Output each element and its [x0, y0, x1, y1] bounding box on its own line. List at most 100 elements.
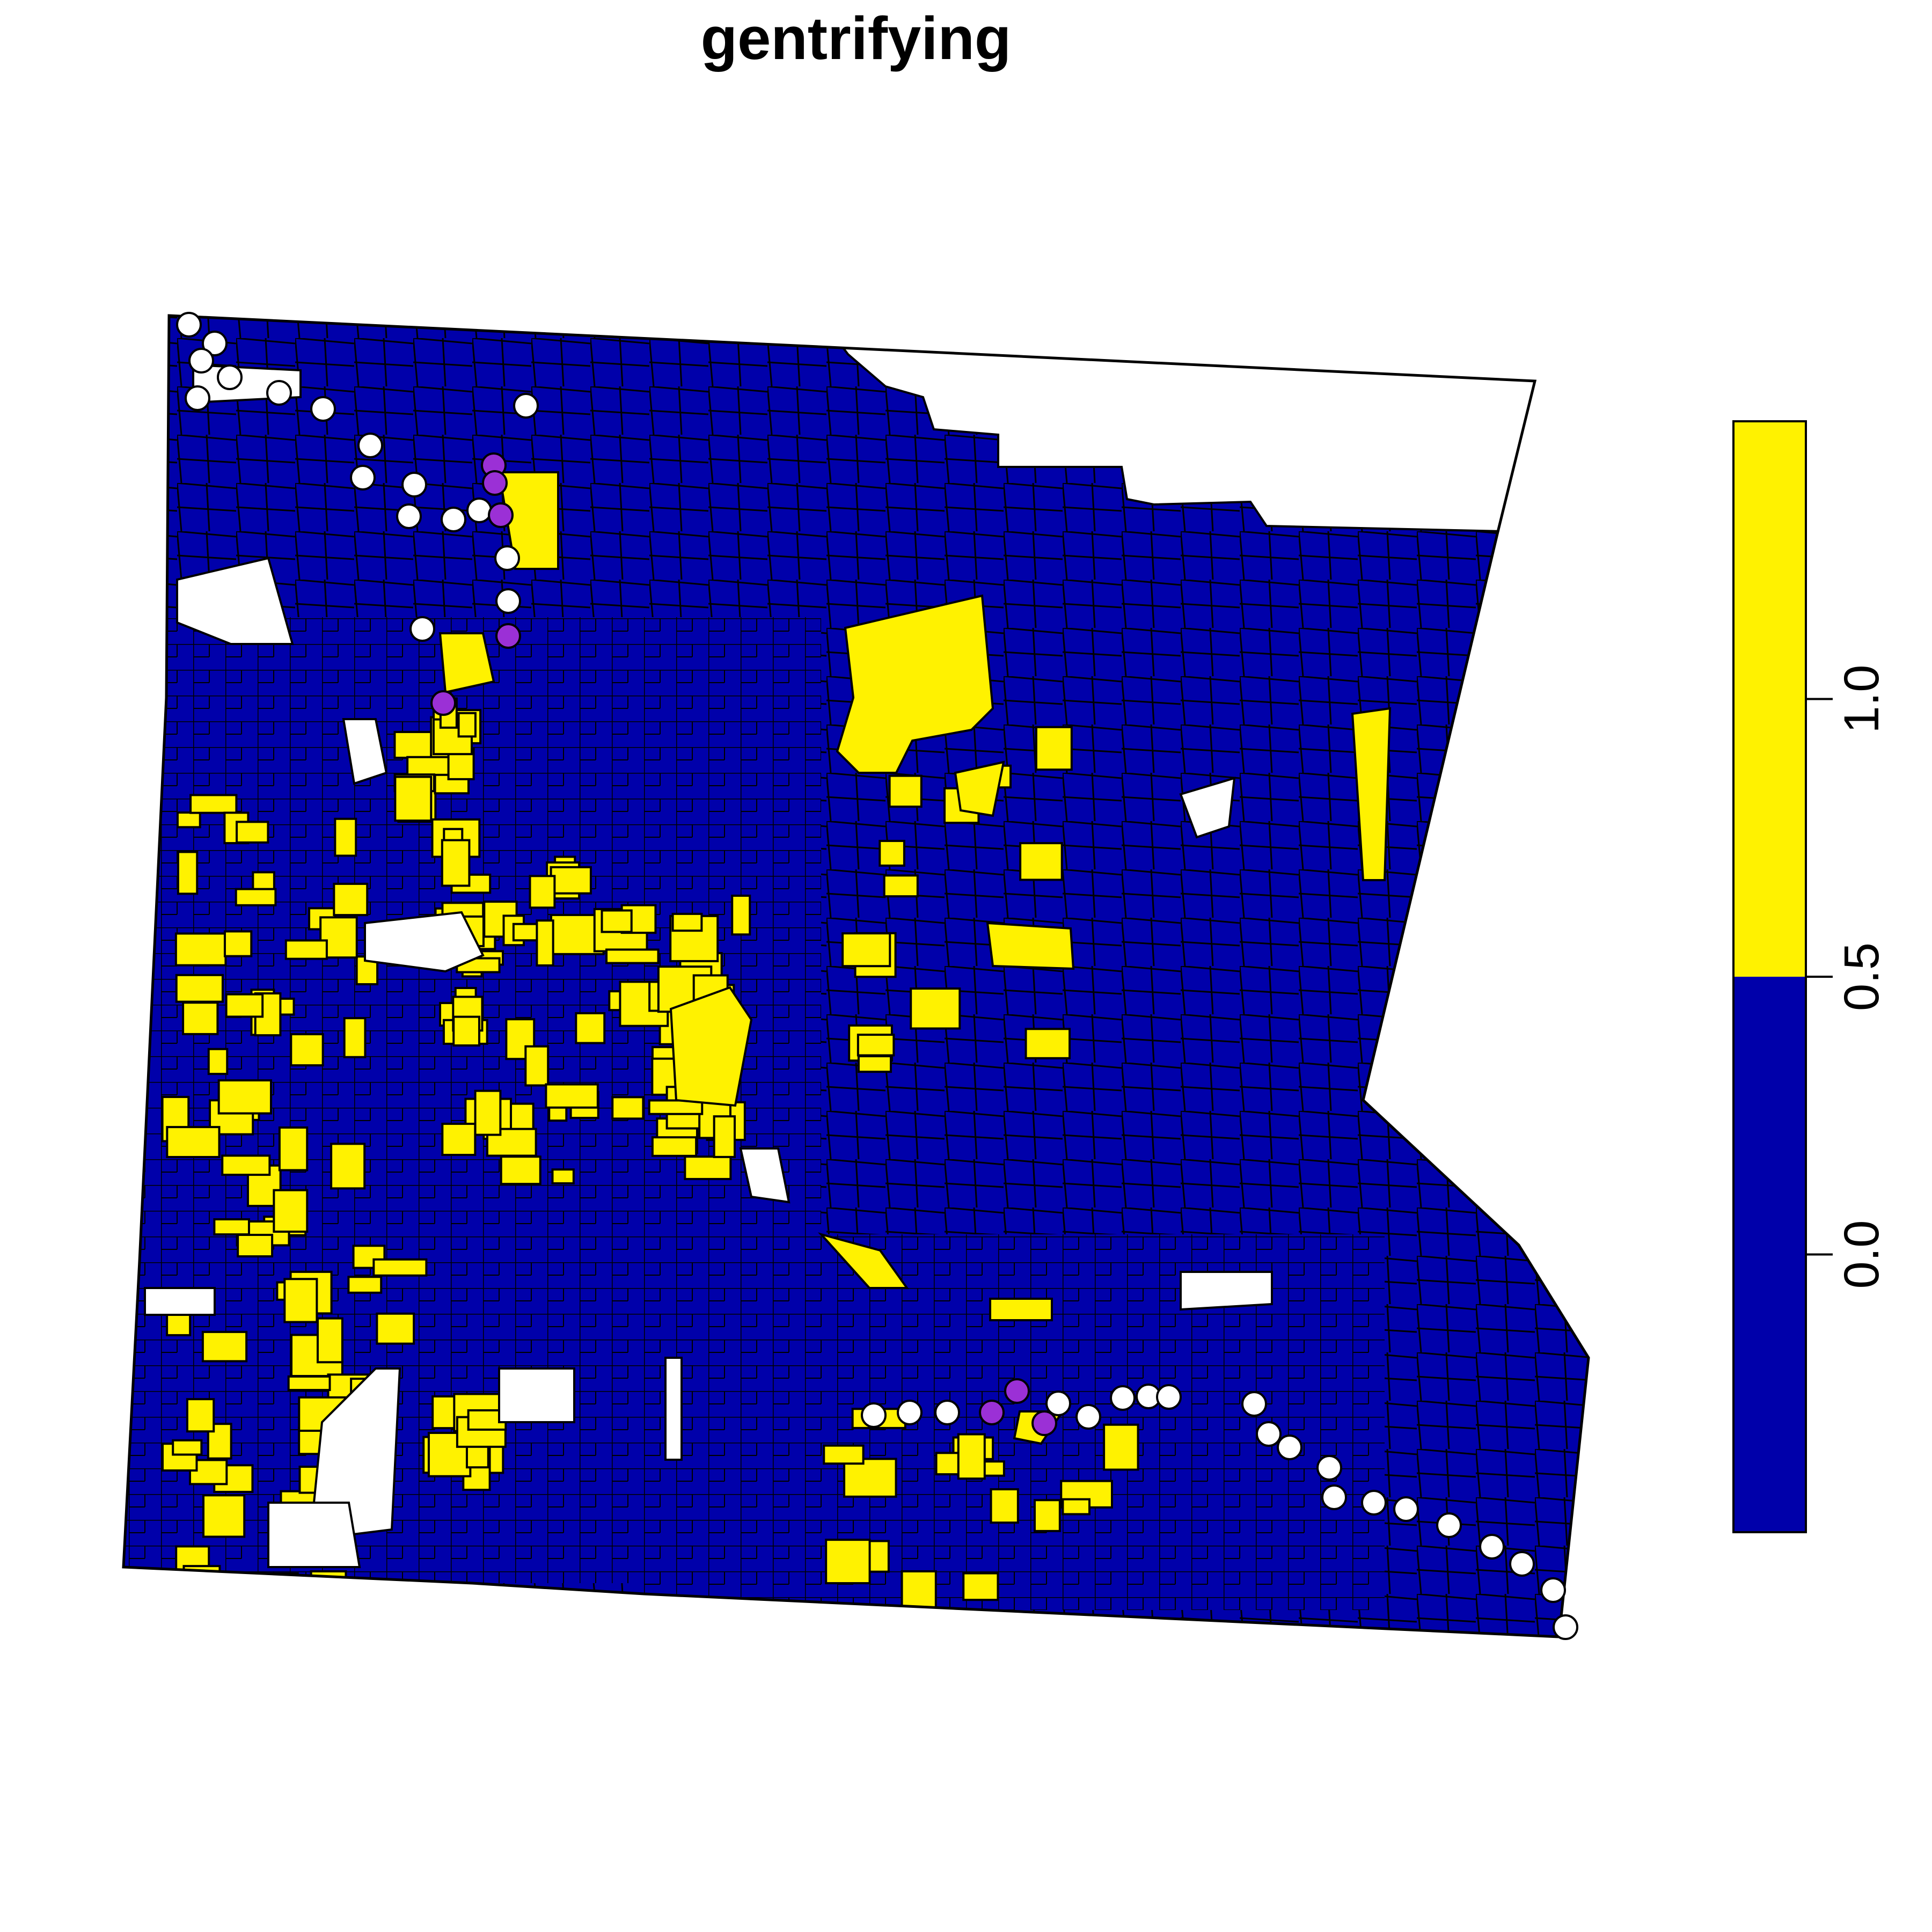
tract-gentrifying	[536, 919, 554, 967]
tract-gentrifying	[343, 1017, 367, 1058]
tract-missing-data	[342, 718, 388, 785]
tract-gentrifying	[669, 986, 753, 1107]
station-marker-gentrifying[interactable]	[430, 690, 456, 716]
tract-missing-data	[664, 1357, 683, 1461]
tract-missing-data	[364, 911, 485, 973]
station-marker[interactable]	[1110, 1385, 1136, 1411]
station-marker[interactable]	[494, 545, 520, 571]
tract-gentrifying	[223, 930, 253, 957]
tract-gentrifying	[235, 888, 277, 906]
tract-missing-data	[267, 1502, 361, 1568]
tract-gentrifying	[201, 1330, 248, 1363]
station-marker[interactable]	[897, 1400, 923, 1425]
station-marker[interactable]	[1361, 1490, 1387, 1516]
tract-gentrifying	[217, 1079, 272, 1115]
tract-gentrifying	[177, 851, 199, 895]
station-marker[interactable]	[1436, 1512, 1462, 1538]
tract-gentrifying	[347, 1276, 383, 1294]
legend-tick-label: 0.5	[1834, 942, 1889, 1011]
tract-gentrifying	[172, 1439, 203, 1456]
legend-bands	[1733, 421, 1806, 1532]
tract-gentrifying	[438, 632, 495, 694]
tract-gentrifying	[394, 775, 433, 822]
station-marker[interactable]	[1156, 1384, 1182, 1410]
station-marker-gentrifying[interactable]	[495, 623, 521, 649]
tract-gentrifying	[258, 1646, 276, 1672]
tract-gentrifying	[545, 1083, 599, 1109]
tract-gentrifying	[287, 1375, 331, 1392]
station-marker[interactable]	[1241, 1391, 1267, 1417]
station-marker[interactable]	[310, 396, 336, 422]
station-marker[interactable]	[350, 465, 376, 491]
tract-gentrifying	[888, 774, 923, 808]
station-marker[interactable]	[441, 507, 466, 532]
tract-gentrifying	[225, 1582, 260, 1622]
station-marker[interactable]	[1256, 1421, 1282, 1447]
station-marker[interactable]	[1553, 1614, 1578, 1640]
station-marker[interactable]	[202, 331, 228, 356]
station-marker[interactable]	[188, 348, 214, 374]
legend-band-0	[1733, 977, 1806, 1532]
station-marker-gentrifying[interactable]	[488, 502, 514, 528]
station-marker[interactable]	[466, 497, 492, 523]
tract-gentrifying	[202, 1494, 246, 1538]
station-marker-gentrifying[interactable]	[1031, 1410, 1057, 1436]
tract-gentrifying	[213, 1218, 250, 1236]
tract-missing-data	[498, 1367, 575, 1423]
tract-gentrifying	[166, 1126, 221, 1158]
station-marker[interactable]	[861, 1402, 887, 1428]
station-marker[interactable]	[1045, 1391, 1071, 1416]
station-marker-gentrifying[interactable]	[979, 1400, 1005, 1425]
tract-gentrifying	[529, 875, 556, 909]
station-marker[interactable]	[1321, 1484, 1347, 1510]
tract-gentrifying	[823, 1444, 865, 1465]
legend-ticks: 0.0 0.5 1.0	[1806, 665, 1889, 1289]
tract-gentrifying	[843, 1458, 897, 1498]
station-marker[interactable]	[1075, 1404, 1101, 1430]
tract-gentrifying	[236, 821, 269, 844]
tract-gentrifying	[225, 993, 264, 1018]
tract-gentrifying	[1351, 707, 1392, 881]
tract-gentrifying	[1062, 1498, 1091, 1516]
station-marker[interactable]	[1277, 1435, 1302, 1460]
tract-gentrifying	[441, 1123, 477, 1157]
tract-gentrifying	[986, 921, 1075, 970]
station-marker[interactable]	[1393, 1496, 1419, 1522]
station-marker[interactable]	[396, 503, 422, 529]
station-marker[interactable]	[401, 472, 427, 497]
station-marker[interactable]	[357, 433, 383, 458]
station-marker[interactable]	[185, 385, 210, 411]
tract-gentrifying	[457, 712, 477, 738]
tract-gentrifying	[316, 1317, 343, 1364]
tract-gentrifying	[227, 1589, 279, 1636]
tract-gentrifying	[1019, 842, 1063, 881]
tract-gentrifying	[651, 1136, 698, 1157]
station-marker[interactable]	[495, 588, 521, 614]
tract-gentrifying	[427, 1431, 472, 1477]
station-marker[interactable]	[217, 364, 243, 390]
tract-gentrifying	[731, 895, 751, 936]
tract-gentrifying	[817, 1232, 909, 1289]
tract-missing-data	[1180, 1271, 1273, 1311]
station-marker[interactable]	[1316, 1455, 1342, 1481]
choropleth-map	[123, 316, 1589, 1672]
station-marker[interactable]	[409, 616, 435, 642]
tract-gentrifying	[857, 1034, 895, 1057]
tract-gentrifying	[957, 1433, 986, 1480]
tract-gentrifying	[186, 1398, 215, 1433]
tract-gentrifying	[176, 811, 201, 829]
rail-stations	[176, 312, 1578, 1640]
station-marker[interactable]	[934, 1400, 960, 1425]
station-marker[interactable]	[1509, 1551, 1535, 1577]
tract-gentrifying	[441, 839, 471, 887]
station-marker[interactable]	[1479, 1534, 1505, 1560]
station-marker[interactable]	[176, 312, 202, 338]
station-marker[interactable]	[513, 393, 539, 419]
station-marker[interactable]	[266, 380, 292, 406]
tract-gentrifying	[713, 1115, 736, 1158]
station-marker[interactable]	[1540, 1577, 1566, 1603]
tract-gentrifying	[330, 1143, 366, 1190]
station-marker-gentrifying[interactable]	[1004, 1378, 1030, 1404]
station-marker-gentrifying[interactable]	[482, 470, 508, 496]
tract-gentrifying	[474, 1089, 502, 1136]
